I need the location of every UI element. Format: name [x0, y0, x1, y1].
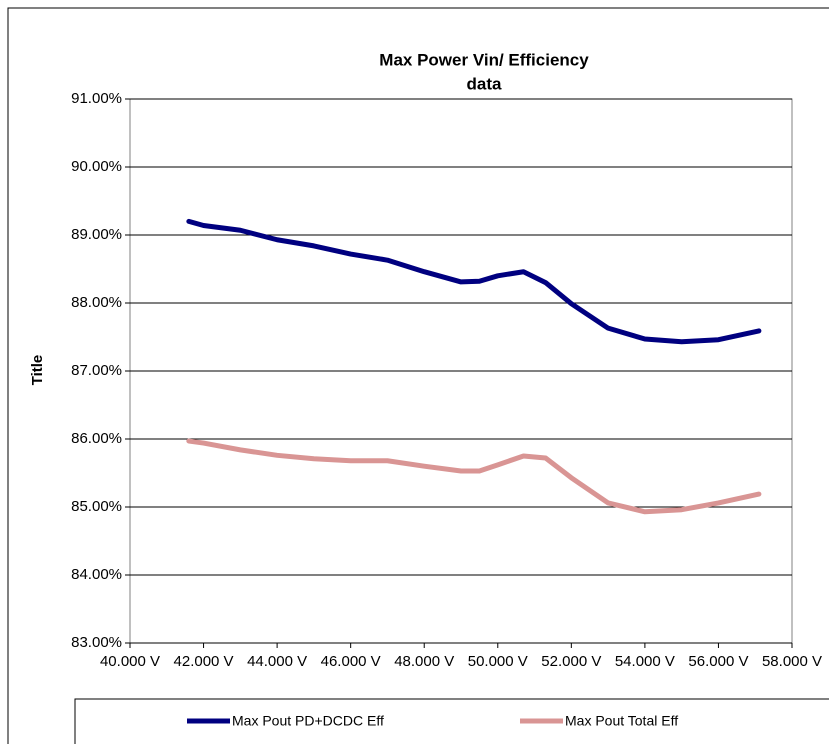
- x-tick-label: 46.000 V: [321, 653, 381, 670]
- y-tick-label: 86.00%: [71, 430, 122, 447]
- y-tick-label: 83.00%: [71, 634, 122, 651]
- chart-frame: [7, 7, 829, 744]
- y-axis-label: Title: [29, 355, 46, 386]
- y-tick-label: 87.00%: [71, 362, 122, 379]
- series-line: [186, 438, 762, 515]
- x-tick-label: 50.000 V: [468, 653, 528, 670]
- y-tick-label: 90.00%: [71, 158, 122, 175]
- legend-label: Max Pout PD+DCDC Eff: [232, 713, 384, 729]
- x-tick-label: 44.000 V: [247, 653, 307, 670]
- x-tick-label: 54.000 V: [615, 653, 675, 670]
- x-tick-label: 48.000 V: [394, 653, 454, 670]
- x-tick-label: 56.000 V: [688, 653, 748, 670]
- x-tick-label: 42.000 V: [174, 653, 234, 670]
- y-tick-label: 91.00%: [71, 90, 122, 107]
- x-tick-label: 58.000 V: [762, 653, 822, 670]
- series-line: [186, 218, 762, 345]
- legend-label: Max Pout Total Eff: [565, 713, 678, 729]
- chart-title: Max Power Vin/ Efficiency: [379, 50, 589, 69]
- y-tick-label: 88.00%: [71, 294, 122, 311]
- x-tick-label: 52.000 V: [541, 653, 601, 670]
- x-tick-label: 40.000 V: [100, 653, 160, 670]
- y-tick-label: 89.00%: [71, 226, 122, 243]
- y-tick-label: 85.00%: [71, 498, 122, 515]
- y-tick-label: 84.00%: [71, 566, 122, 583]
- chart-title: data: [467, 74, 503, 93]
